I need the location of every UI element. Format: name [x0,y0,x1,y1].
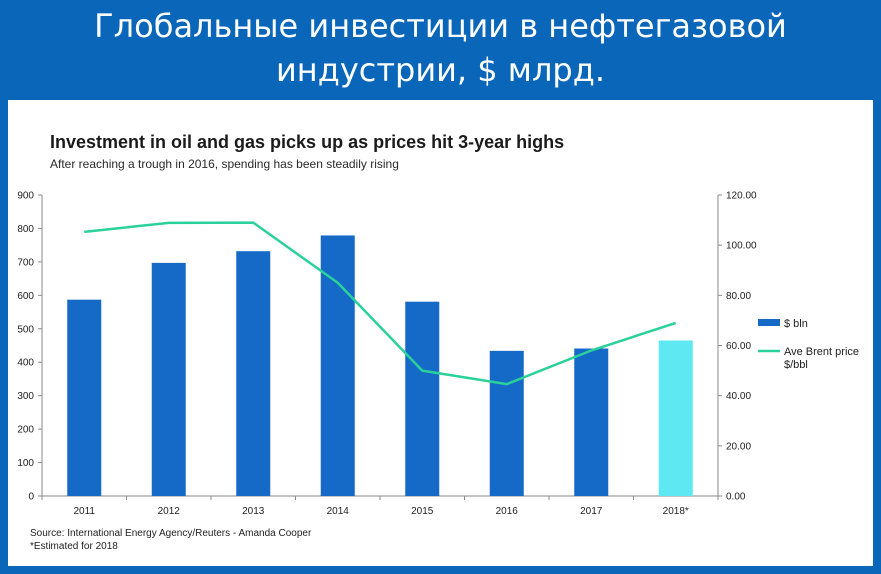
bar-2012 [151,262,186,496]
left-axis-tick-label: 500 [17,324,34,335]
brent-price-line [84,221,677,386]
bar-2018* [658,340,693,496]
bar-2016 [489,350,524,496]
left-axis-tick-label: 400 [17,358,34,369]
slide-title-line-2: индустрии, $ млрд. [276,51,605,89]
chart-subtitle: After reaching a trough in 2016, spendin… [50,157,399,171]
chart-panel: Investment in oil and gas picks up as pr… [8,100,873,566]
legend-label-brent: Ave Brent price [784,346,859,358]
bar-2013 [236,251,271,496]
right-axis-tick-label: 0.00 [726,492,746,503]
bar-2014 [320,235,355,496]
chart-title: Investment in oil and gas picks up as pr… [50,132,565,152]
x-axis-tick-label: 2014 [327,506,350,517]
chart-source: Source: International Energy Agency/Reut… [30,528,312,539]
bar-2015 [405,301,440,496]
x-axis-tick-label: 2012 [158,506,181,517]
right-axis-tick-label: 60.00 [726,341,751,352]
x-axis-tick-label: 2013 [242,506,265,517]
left-axis-tick-label: 700 [17,257,34,268]
legend-label-bln: $ bln [784,318,808,330]
x-axis-tick-label: 2011 [73,506,95,517]
right-axis-tick-label: 40.00 [726,391,751,402]
slide-title: Глобальные инвестиции в нефтегазовой инд… [0,0,881,98]
left-axis-tick-label: 900 [17,191,34,202]
left-axis-tick-label: 300 [17,391,34,402]
left-axis-tick-label: 600 [17,291,34,302]
right-axis-tick-label: 80.00 [726,291,751,302]
bar-2011 [67,299,102,496]
right-axis-tick-label: 120.00 [726,191,757,202]
slide-title-line-1: Глобальные инвестиции в нефтегазовой [94,7,787,45]
right-axis-tick-label: 20.00 [726,441,751,452]
x-axis-tick-label: 2018* [663,506,689,517]
legend-label-brent-unit: $/bbl [784,359,808,371]
legend-bar-marker [758,319,780,326]
x-axis-tick-label: 2015 [411,506,434,517]
left-axis-tick-label: 200 [17,425,34,436]
left-axis-tick-label: 800 [17,224,34,235]
right-axis-tick-label: 100.00 [726,241,757,252]
bar-2017 [574,348,609,496]
x-axis-tick-label: 2017 [580,506,603,517]
left-axis-tick-label: 0 [28,492,34,503]
chart-footnote: *Estimated for 2018 [30,541,118,552]
left-axis-tick-label: 100 [17,458,34,469]
chart-plot: 0 100 200 300 400 500 600 700 800 900 0.00 20.00 40.… [17,191,859,518]
x-axis-tick-label: 2016 [496,506,519,517]
